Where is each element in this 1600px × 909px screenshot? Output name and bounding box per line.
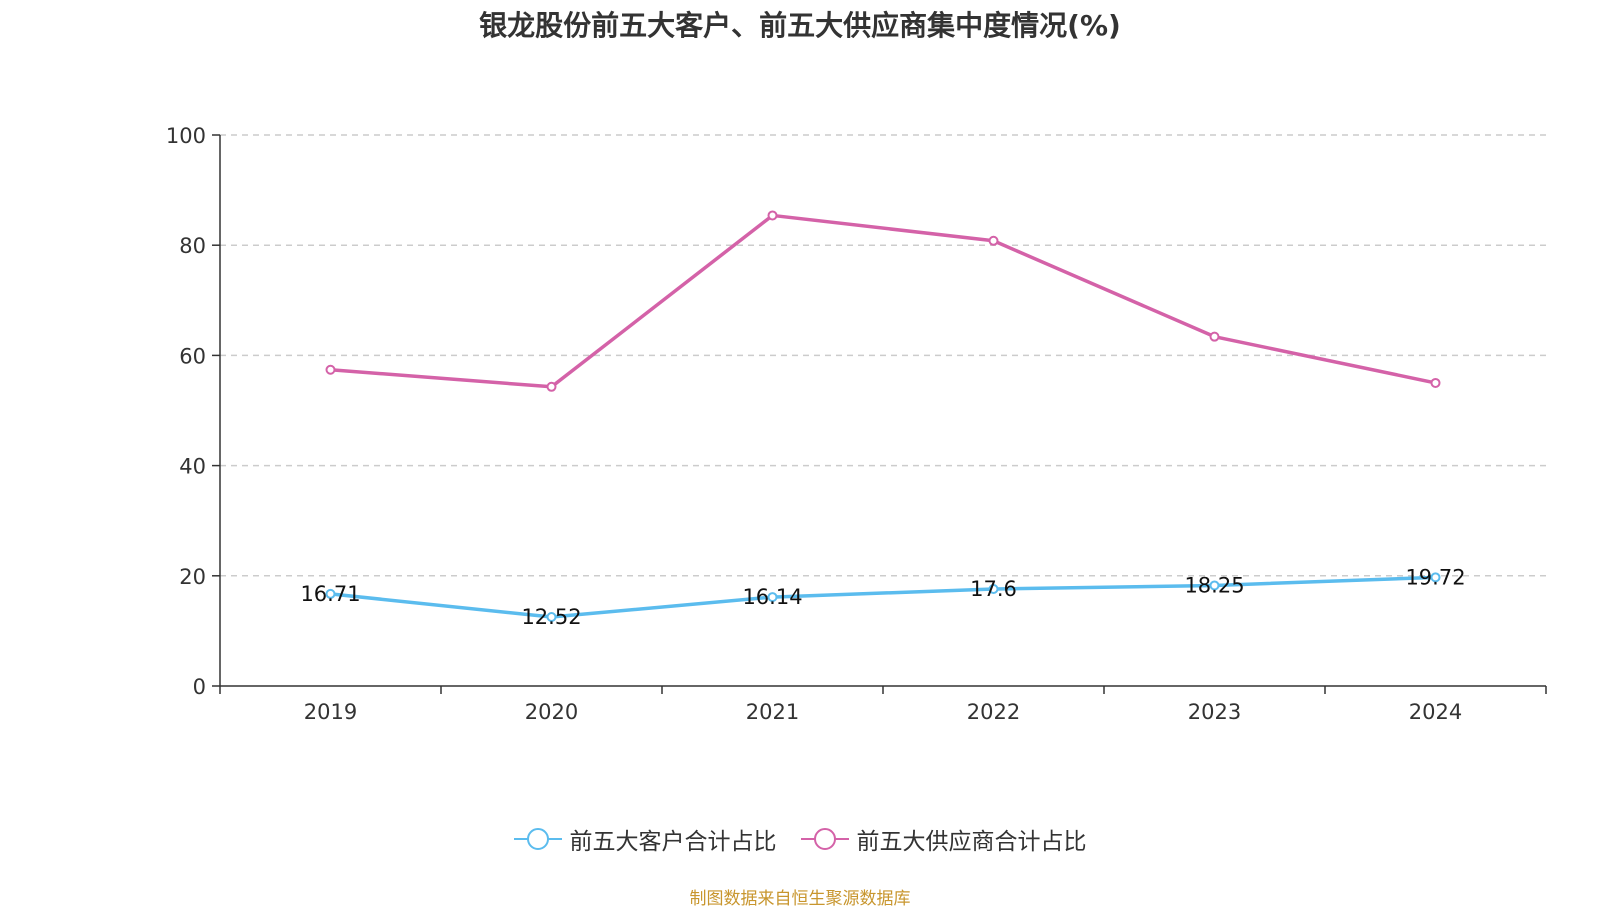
data-point	[1209, 331, 1220, 342]
data-point	[1430, 377, 1441, 388]
y-tick-label: 20	[179, 565, 206, 589]
data-point	[325, 588, 336, 599]
data-label: 12.52	[521, 605, 581, 629]
legend-label-suppliers: 前五大供应商合计占比	[856, 829, 1087, 855]
y-tick-label: 0	[193, 675, 206, 699]
data-point	[767, 210, 778, 221]
data-label: 18.25	[1184, 573, 1244, 597]
data-point	[988, 235, 999, 246]
series-line-0	[330, 575, 1436, 619]
legend-line-circle-icon	[800, 828, 849, 850]
series-lines	[325, 210, 1441, 623]
x-tick-label: 2024	[1409, 700, 1462, 724]
legend-item-customers[interactable]: 前五大客户合计占比	[513, 822, 777, 856]
data-label: 19.72	[1405, 565, 1465, 589]
series-line-1	[330, 213, 1436, 389]
x-tick-label: 2022	[967, 700, 1020, 724]
data-point	[546, 612, 557, 623]
grid-lines	[220, 134, 1546, 577]
axes: 0 20 40 60 80 100 2019 2020 2021 2022 2023 2024	[166, 124, 1547, 724]
x-tick-label: 2023	[1188, 700, 1241, 724]
y-tick-label: 100	[166, 124, 206, 148]
y-tick-label: 80	[179, 234, 206, 258]
legend: 前五大客户合计占比 前五大供应商合计占比	[0, 822, 1600, 856]
y-tick-label: 60	[179, 344, 206, 368]
data-label: 17.6	[970, 577, 1017, 601]
x-tick-label: 2021	[746, 700, 799, 724]
y-tick-label: 40	[179, 455, 206, 479]
data-label: 16.14	[742, 585, 802, 609]
data-point	[546, 381, 557, 392]
x-tick-label: 2019	[304, 700, 357, 724]
data-point	[767, 592, 778, 603]
source-note: 制图数据来自恒生聚源数据库	[689, 889, 911, 909]
data-point	[988, 584, 999, 595]
legend-label-customers: 前五大客户合计占比	[569, 829, 777, 855]
chart-title: 银龙股份前五大客户、前五大供应商集中度情况(%)	[479, 9, 1121, 42]
legend-item-suppliers[interactable]: 前五大供应商合计占比	[800, 822, 1087, 856]
data-point	[325, 364, 336, 375]
data-point	[1209, 580, 1220, 591]
data-point	[1430, 572, 1441, 583]
data-labels: 16.71 12.52 16.14 17.6 18.25 19.72	[300, 565, 1465, 629]
data-label: 16.71	[300, 582, 360, 606]
legend-line-circle-icon	[513, 828, 562, 850]
x-tick-label: 2020	[525, 700, 578, 724]
